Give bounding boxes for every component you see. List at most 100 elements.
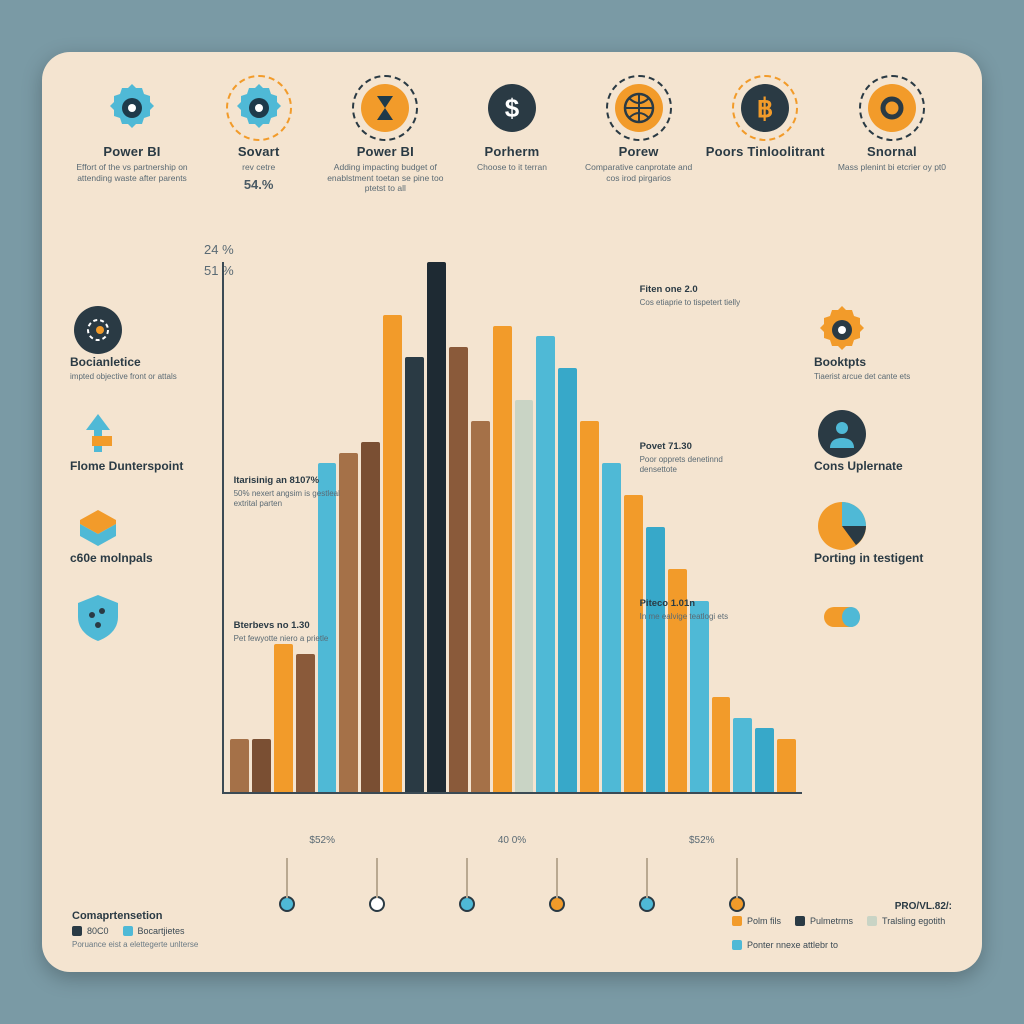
right-feature-column: Booktpts Tiaerist arcue det cante ets Co… bbox=[814, 302, 954, 643]
side-right-item-0: Booktpts Tiaerist arcue det cante ets bbox=[814, 302, 954, 382]
bar-25 bbox=[777, 739, 796, 792]
arrow-up-icon bbox=[70, 406, 118, 454]
bar-12 bbox=[493, 326, 512, 792]
bar-14 bbox=[536, 336, 555, 792]
top-item-0: Power BI Effort of the vs partnership on… bbox=[72, 80, 192, 194]
side-right-item-1: Cons Uplernate bbox=[814, 406, 954, 474]
side-item-desc: impted objective front or attals bbox=[70, 372, 177, 382]
side-item-title: Flome Dunterspoint bbox=[70, 460, 183, 474]
chart-bars bbox=[230, 262, 796, 792]
top-icon-row: Power BI Effort of the vs partnership on… bbox=[72, 80, 952, 194]
chart-callout-4: Piteco 1.01nIn me ealvige teatlogi ets bbox=[640, 598, 760, 622]
hourglass-icon bbox=[357, 80, 413, 136]
bar-19 bbox=[646, 527, 665, 792]
ring-icon bbox=[864, 80, 920, 136]
legend-left-title: Comaprtensetion bbox=[72, 910, 198, 922]
baht-icon: ฿ bbox=[737, 80, 793, 136]
legend-right: PRO/VL.82/: Polm fils Pulmetrms Tralsling … bbox=[732, 901, 952, 950]
chart-x-labels: $52% 40 0% $52% bbox=[228, 835, 796, 846]
legend-left-item-1: Bocartjietes bbox=[123, 926, 185, 936]
globe-icon bbox=[611, 80, 667, 136]
side-item-title: Cons Uplernate bbox=[814, 460, 903, 474]
bar-9 bbox=[427, 262, 446, 792]
bar-2 bbox=[274, 644, 293, 792]
bar-15 bbox=[558, 368, 577, 792]
side-right-item-3 bbox=[814, 589, 954, 643]
gear-icon bbox=[104, 80, 160, 136]
legend-left-item-0: 80C0 bbox=[72, 926, 109, 936]
shield-icon bbox=[70, 589, 118, 637]
infographic-card: Power BI Effort of the vs partnership on… bbox=[42, 52, 982, 972]
side-item-title: c60e molnpals bbox=[70, 552, 153, 566]
bar-chart: $52% 40 0% $52% Itarisinig an 8107%50% n… bbox=[222, 262, 802, 822]
chart-callout-2: Fiten one 2.0Cos etiaprie to tispetert t… bbox=[640, 284, 760, 308]
top-item-title: Porew bbox=[579, 144, 699, 159]
bar-18 bbox=[624, 495, 643, 792]
bar-1 bbox=[252, 739, 271, 792]
top-item-desc: Mass plenint bi etcrier oy pt0 bbox=[832, 162, 952, 173]
top-item-title: Power BI bbox=[325, 144, 445, 159]
side-left-item-3 bbox=[70, 589, 210, 643]
bar-7 bbox=[383, 315, 402, 792]
top-item-desc: Choose to it terran bbox=[452, 162, 572, 173]
bar-10 bbox=[449, 347, 468, 792]
top-item-title: Sovart bbox=[199, 144, 319, 159]
legend-left: Comaprtensetion 80C0 Bocartjietes Poruanc… bbox=[72, 910, 198, 950]
gear-icon bbox=[231, 80, 287, 136]
bar-8 bbox=[405, 357, 424, 792]
bar-21 bbox=[690, 601, 709, 792]
top-item-desc: Effort of the vs partnership on attendin… bbox=[72, 162, 192, 183]
person-icon bbox=[814, 406, 862, 454]
svg-text:$: $ bbox=[505, 93, 520, 123]
box-icon bbox=[70, 498, 118, 546]
bar-6 bbox=[361, 442, 380, 792]
legend-left-sub: Poruance eist a elettegerte unlterse bbox=[72, 940, 198, 950]
top-item-title: Snornal bbox=[832, 144, 952, 159]
bar-0 bbox=[230, 739, 249, 792]
footer-code: PRO/VL.82/: bbox=[732, 901, 952, 912]
target-icon bbox=[70, 302, 118, 350]
side-item-title: Bocianletice bbox=[70, 356, 141, 370]
top-item-desc: rev cetre bbox=[199, 162, 319, 173]
top-item-4: Porew Comparative canprotate and cos iro… bbox=[579, 80, 699, 194]
bar-22 bbox=[712, 697, 731, 792]
top-item-1: Sovart rev cetre 54.% bbox=[199, 80, 319, 194]
legend-right-item-3: Ponter nnexe attlebr to bbox=[732, 940, 838, 950]
capsule-icon bbox=[814, 589, 862, 637]
chart-callout-0: Itarisinig an 8107%50% nexert angsim is … bbox=[234, 475, 354, 509]
top-item-title: Power BI bbox=[72, 144, 192, 159]
bar-23 bbox=[733, 718, 752, 792]
top-item-desc: Adding impacting budget of enablstment t… bbox=[325, 162, 445, 194]
legend-footer: Comaprtensetion 80C0 Bocartjietes Poruanc… bbox=[72, 901, 952, 950]
chart-callout-3: Povet 71.30Poor opprets denetinnd denset… bbox=[640, 441, 760, 475]
side-left-item-1: Flome Dunterspoint bbox=[70, 406, 210, 474]
bar-16 bbox=[580, 421, 599, 792]
bar-3 bbox=[296, 654, 315, 792]
bar-24 bbox=[755, 728, 774, 792]
bar-17 bbox=[602, 463, 621, 792]
side-item-title: Porting in testigent bbox=[814, 552, 923, 566]
bar-11 bbox=[471, 421, 490, 792]
chart-callout-1: Bterbevs no 1.30Pet fewyotte niero a pri… bbox=[234, 620, 354, 644]
side-left-item-2: c60e molnpals bbox=[70, 498, 210, 566]
bar-13 bbox=[515, 400, 534, 792]
gear-icon bbox=[814, 302, 862, 350]
pie-icon bbox=[814, 498, 862, 546]
top-item-5: ฿ Poors Tinloolitrant bbox=[705, 80, 825, 194]
top-item-6: Snornal Mass plenint bi etcrier oy pt0 bbox=[832, 80, 952, 194]
legend-right-item-0: Polm fils bbox=[732, 916, 781, 926]
top-item-title: Poors Tinloolitrant bbox=[705, 144, 825, 159]
chart-axes bbox=[222, 262, 802, 794]
side-item-title: Booktpts bbox=[814, 356, 866, 370]
side-right-item-2: Porting in testigent bbox=[814, 498, 954, 566]
legend-right-item-1: Pulmetrms bbox=[795, 916, 853, 926]
side-item-desc: Tiaerist arcue det cante ets bbox=[814, 372, 910, 382]
top-item-2: Power BI Adding impacting budget of enab… bbox=[325, 80, 445, 194]
top-item-desc: Comparative canprotate and cos irod pirg… bbox=[579, 162, 699, 183]
dollar-icon: $ bbox=[484, 80, 540, 136]
legend-right-item-2: Tralsling egotith bbox=[867, 916, 945, 926]
top-item-3: $ Porherm Choose to it terran bbox=[452, 80, 572, 194]
top-item-title: Porherm bbox=[452, 144, 572, 159]
side-left-item-0: Bocianletice impted objective front or a… bbox=[70, 302, 210, 382]
left-feature-column: Bocianletice impted objective front or a… bbox=[70, 302, 210, 643]
